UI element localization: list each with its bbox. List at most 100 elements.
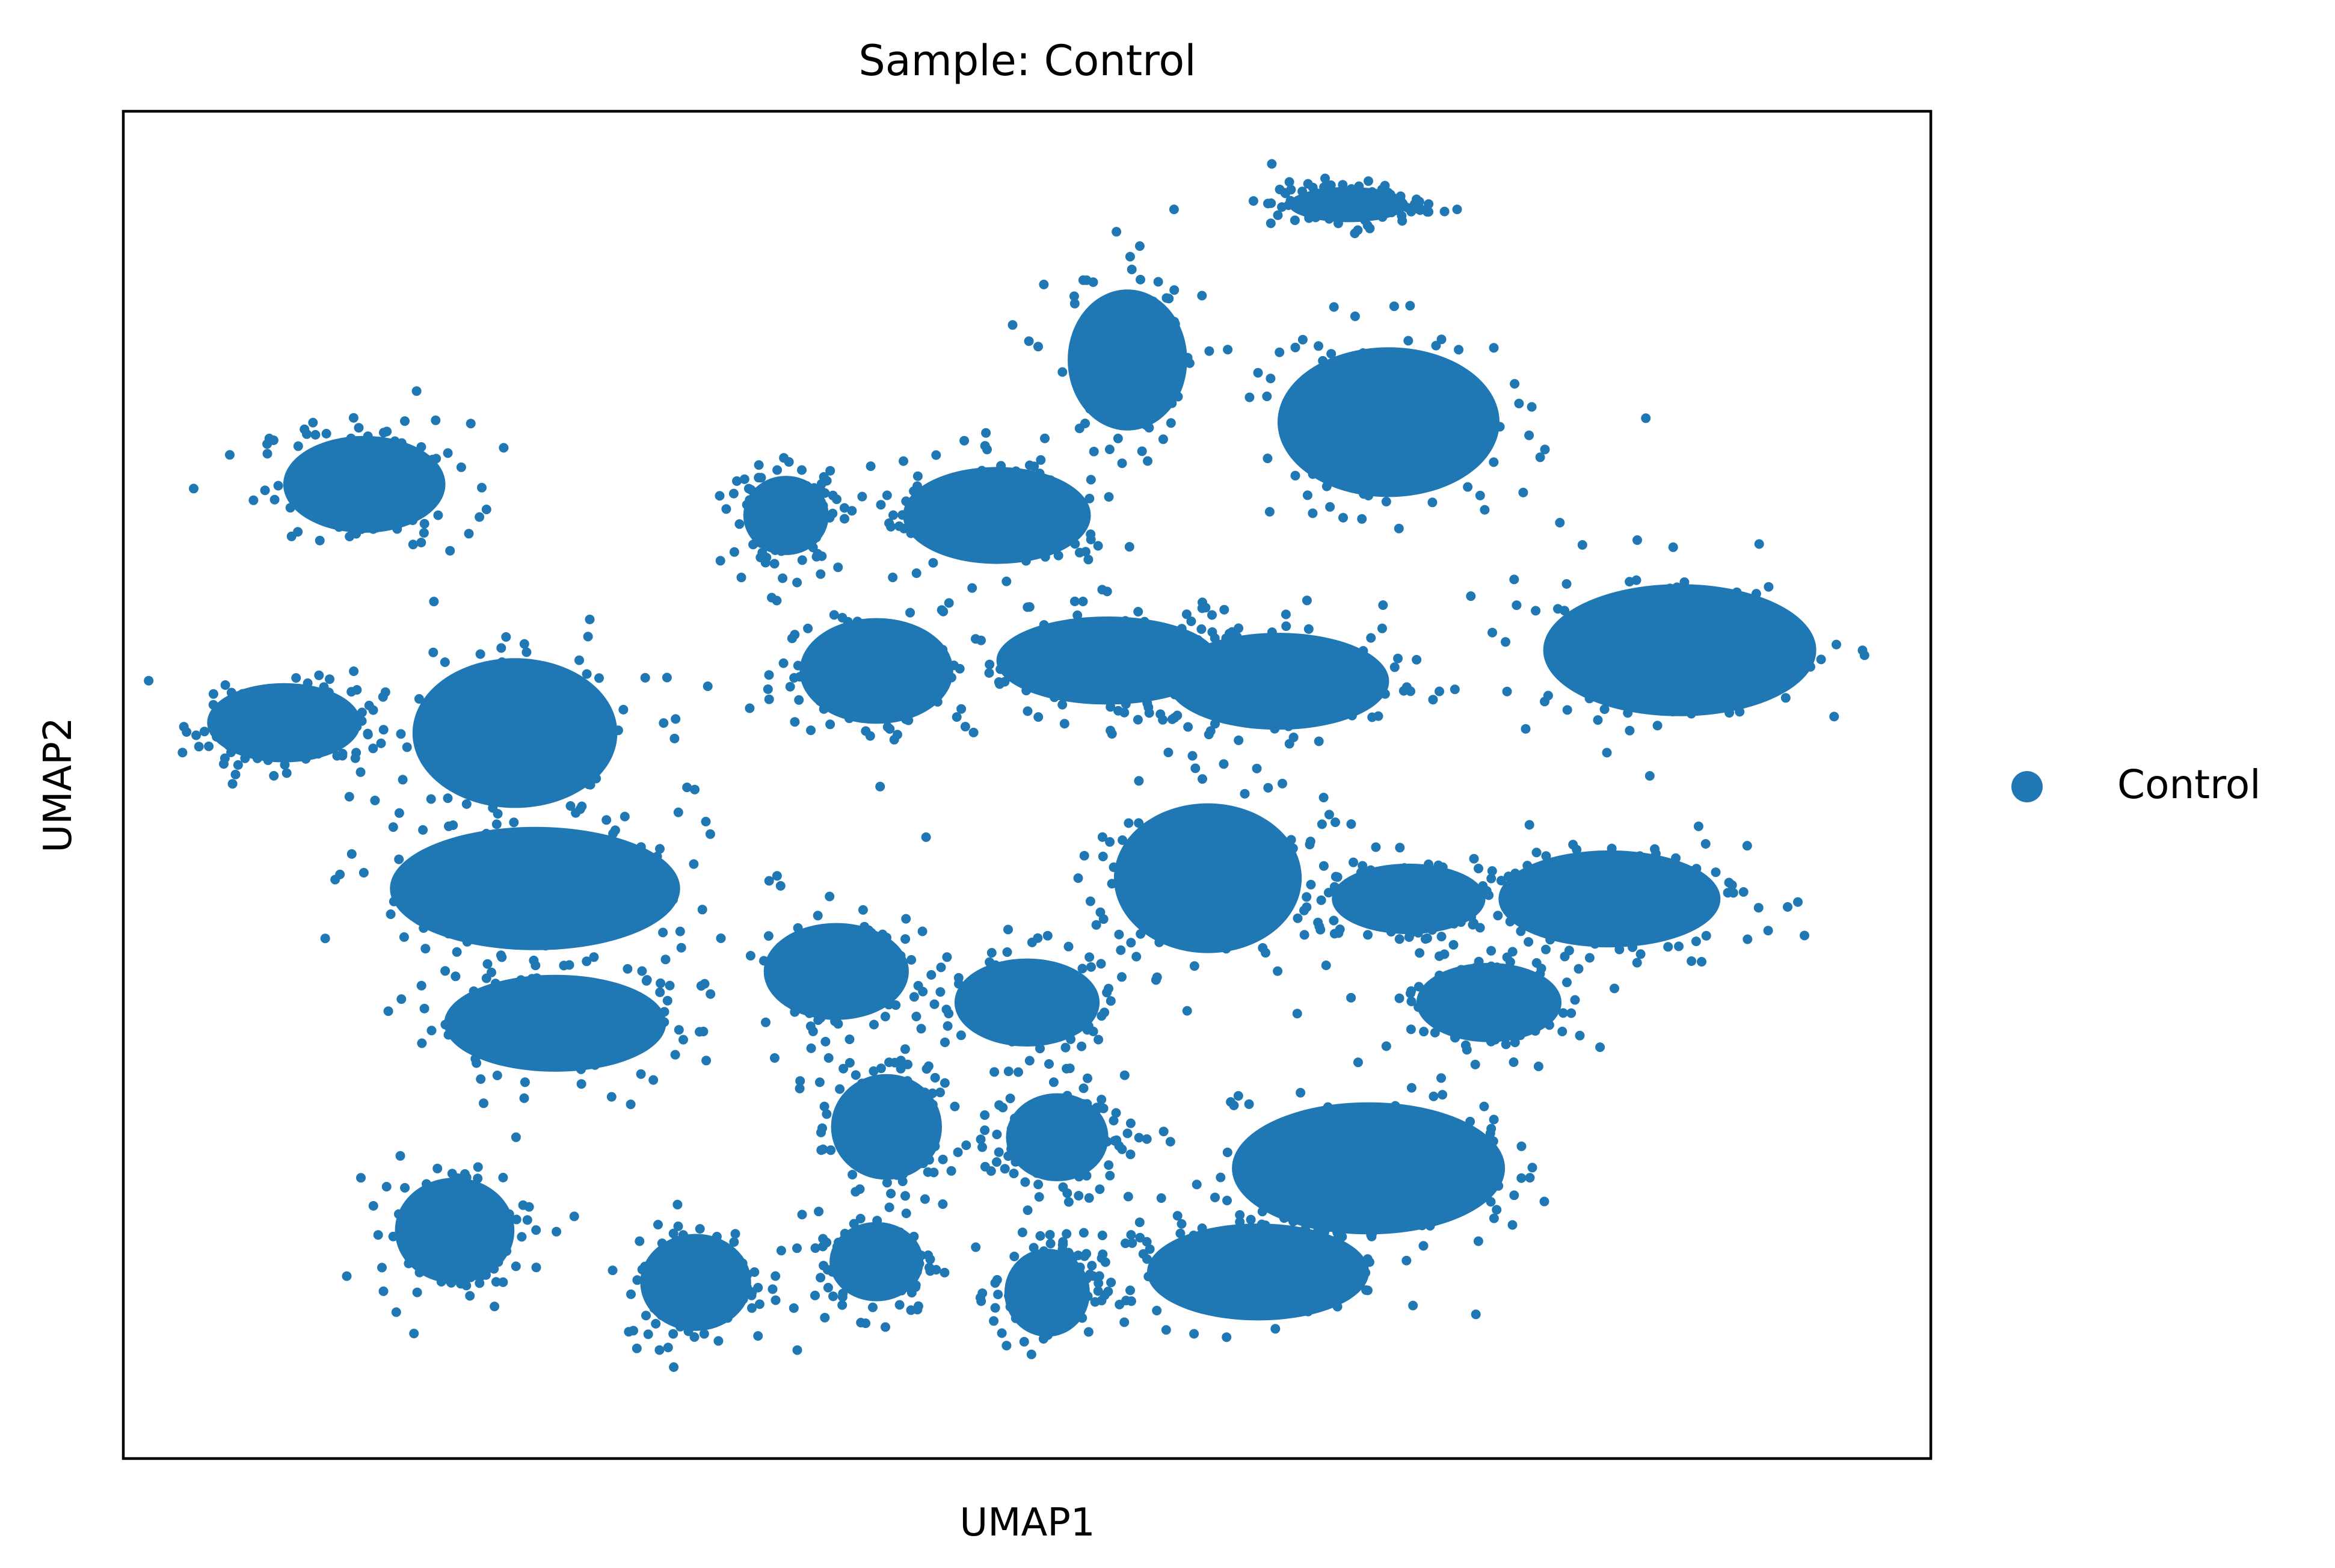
- scatter-point-2593: [920, 1194, 930, 1204]
- scatter-point-1643: [1365, 684, 1375, 695]
- scatter-point-516: [608, 829, 618, 839]
- scatter-point-3351: [1038, 1290, 1048, 1300]
- scatter-point-2686: [992, 1157, 1001, 1167]
- scatter-point-1691: [1644, 771, 1655, 781]
- scatter-point-3164: [1304, 1235, 1314, 1245]
- scatter-point-2157: [1166, 826, 1177, 837]
- scatter-point-528: [508, 880, 518, 890]
- scatter-point-2095: [1341, 890, 1351, 900]
- scatter-point-3138: [1235, 1262, 1245, 1273]
- scatter-point-3490: [911, 1280, 921, 1290]
- scatter-point-542: [453, 859, 463, 870]
- scatter-point-3695: [552, 1226, 562, 1237]
- scatter-point-1403: [1401, 441, 1412, 452]
- scatter-point-364: [507, 755, 517, 766]
- scatter-point-330: [601, 707, 612, 717]
- scatter-point-1062: [901, 496, 911, 506]
- scatter-point-1520: [1275, 347, 1285, 357]
- scatter-point-111: [325, 465, 335, 475]
- scatter-point-2247: [1086, 962, 1096, 972]
- scatter-point-1161: [1033, 712, 1044, 722]
- scatter-point-3485: [837, 1292, 848, 1302]
- scatter-point-236: [259, 710, 269, 720]
- scatter-point-1189: [971, 634, 980, 644]
- scatter-point-1672: [1187, 751, 1198, 761]
- scatter-point-3124: [1172, 1211, 1183, 1221]
- scatter-point-1469: [1223, 345, 1233, 355]
- scatter-point-602: [396, 994, 407, 1004]
- scatter-point-3895: [1359, 201, 1370, 212]
- scatter-point-2072: [1359, 869, 1370, 879]
- scatter-point-1721: [1665, 583, 1675, 594]
- scatter-point-334: [458, 763, 469, 773]
- scatter-point-110: [354, 503, 364, 513]
- scatter-point-743: [778, 573, 788, 583]
- scatter-point-81: [383, 488, 393, 498]
- scatter-point-1384: [1168, 344, 1178, 354]
- scatter-point-2197: [1287, 852, 1297, 862]
- scatter-point-238: [396, 729, 406, 739]
- scatter-point-496: [618, 886, 628, 896]
- scatter-point-2342: [1082, 1025, 1092, 1035]
- scatter-point-382: [669, 733, 680, 743]
- scatter-point-1609: [1257, 693, 1267, 703]
- scatter-point-1671: [1378, 600, 1388, 610]
- scatter-point-2773: [1006, 1124, 1017, 1134]
- scatter-point-2226: [1208, 837, 1219, 847]
- scatter-point-1887: [1505, 917, 1515, 927]
- scatter-point-3725: [531, 1262, 541, 1273]
- scatter-point-108: [419, 528, 429, 538]
- scatter-point-136: [307, 499, 317, 509]
- scatter-point-2852: [1353, 1214, 1364, 1224]
- scatter-point-2923: [1331, 1184, 1341, 1194]
- scatter-point-558: [493, 809, 503, 819]
- scatter-point-1387: [1163, 388, 1173, 398]
- scatter-point-2068: [1459, 896, 1469, 906]
- scatter-point-1399: [1109, 321, 1119, 331]
- scatter-point-3048: [1536, 964, 1546, 974]
- scatter-point-1510: [1346, 432, 1356, 443]
- scatter-point-273: [325, 674, 334, 684]
- scatter-point-1528: [1480, 505, 1490, 515]
- scatter-point-1666: [1207, 610, 1217, 620]
- scatter-point-361: [464, 672, 473, 681]
- scatter-point-3753: [447, 1263, 457, 1273]
- scatter-point-3355: [1004, 1291, 1014, 1301]
- scatter-point-495: [764, 876, 774, 886]
- scatter-point-2754: [1111, 1108, 1121, 1118]
- scatter-point-2376: [1036, 997, 1046, 1007]
- scatter-point-2372: [943, 1021, 953, 1031]
- scatter-point-540: [419, 1003, 429, 1013]
- scatter-point-2933: [1302, 1149, 1312, 1160]
- scatter-point-1487: [1337, 409, 1347, 419]
- scatter-point-1468: [1435, 442, 1445, 452]
- scatter-point-2932: [1371, 1182, 1381, 1193]
- scatter-point-105: [362, 497, 372, 507]
- scatter-point-3743: [381, 1182, 392, 1191]
- scatter-point-3306: [1047, 1324, 1057, 1335]
- scatter-point-2855: [1254, 1163, 1264, 1173]
- scatter-point-2204: [1176, 905, 1186, 915]
- scatter-point-360: [428, 647, 438, 657]
- scatter-point-1481: [1313, 374, 1323, 384]
- scatter-point-2036: [1364, 893, 1374, 903]
- scatter-point-1379: [1116, 359, 1126, 369]
- scatter-point-3871: [1333, 218, 1343, 229]
- scatter-point-762: [762, 511, 772, 521]
- scatter-point-1966: [1436, 932, 1447, 942]
- scatter-point-2027: [1486, 873, 1497, 884]
- scatter-point-789: [746, 485, 756, 495]
- scatter-point-3852: [1415, 205, 1425, 215]
- scatter-point-295: [606, 734, 617, 745]
- scatter-point-1838: [1763, 926, 1773, 936]
- scatter-point-261: [378, 692, 388, 702]
- legend-label-control: Control: [2117, 761, 2261, 808]
- scatter-point-3910: [1359, 211, 1370, 221]
- scatter-point-1223: [1126, 626, 1136, 636]
- scatter-point-336: [441, 684, 451, 694]
- scatter-point-434: [578, 905, 588, 914]
- scatter-point-1066: [928, 558, 938, 568]
- scatter-point-1907: [1568, 858, 1578, 868]
- scatter-point-3499: [814, 1207, 824, 1217]
- scatter-point-2082: [1408, 916, 1418, 926]
